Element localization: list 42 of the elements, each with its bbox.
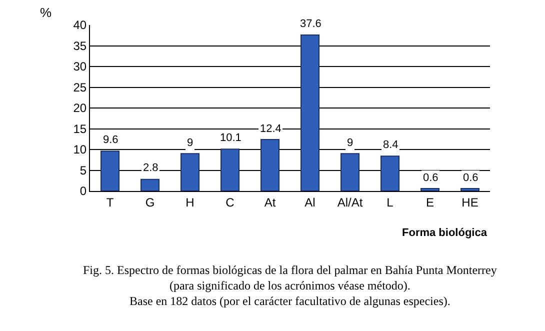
y-tick-label: 40 [73, 18, 87, 32]
bar [340, 153, 360, 191]
data-label: 10.1 [220, 132, 242, 144]
data-label: 2.8 [143, 162, 158, 174]
caption: Fig. 5. Espectro de formas biológicas de la flora del palmar en Bahía Punta Monterrey (para significado de los acrónimos véase método). Base en 182 datos (por el carácter facultativo de algunas especies). [83, 263, 497, 308]
x-tick-label: At [264, 195, 276, 210]
y-tick-label: 20 [73, 101, 87, 116]
data-label: 9.6 [103, 134, 118, 146]
bar [260, 139, 280, 191]
x-tick-label: T [106, 195, 114, 210]
x-tick-label: Al/At [337, 195, 364, 210]
bar [300, 34, 320, 191]
x-tick-label: HE [462, 195, 478, 210]
bar [100, 150, 120, 191]
data-label: 9 [347, 137, 354, 149]
bar [460, 188, 480, 191]
x-tick-label: E [426, 195, 434, 210]
bar [180, 153, 200, 191]
bar [140, 178, 160, 191]
x-tick-label: C [226, 195, 235, 210]
bar [220, 148, 240, 191]
x-axis-title: Forma biológica [402, 227, 488, 239]
data-label: 37.6 [300, 18, 322, 30]
x-tick-label: L [386, 195, 394, 210]
data-label: 0.6 [423, 172, 438, 184]
bar [420, 188, 440, 191]
data-label: 12.4 [260, 123, 282, 135]
y-tick-label: 15 [73, 122, 87, 136]
x-tick-label: H [186, 195, 194, 210]
data-label: 9 [187, 137, 194, 149]
bar [380, 156, 400, 191]
data-label: 0.6 [463, 172, 478, 184]
y-tick-label: 5 [80, 163, 87, 178]
y-axis-title: % [40, 5, 52, 20]
y-tick-label: 0 [80, 184, 87, 198]
x-tick-label: G [145, 195, 155, 210]
y-tick-label: 30 [73, 60, 87, 74]
x-tick-label: Al [304, 195, 316, 210]
y-tick-label: 25 [73, 80, 87, 94]
y-tick-label: 10 [73, 142, 87, 157]
data-label: 8.4 [383, 139, 398, 151]
y-tick-label: 35 [73, 38, 87, 53]
